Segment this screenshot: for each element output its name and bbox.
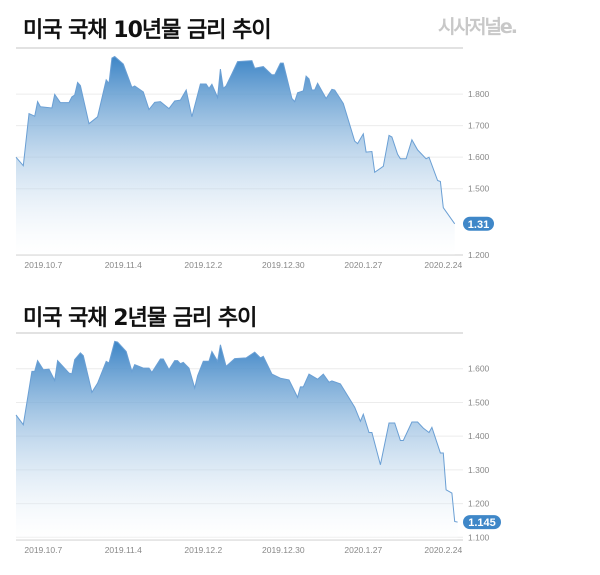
last-value-badge: [463, 216, 494, 231]
x-tick-label: 2019.10.7: [24, 545, 62, 555]
y-tick-label: 1.600: [468, 152, 490, 162]
x-tick-label: 2019.11.4: [105, 260, 142, 270]
publisher-logo: 시사저널e.: [438, 16, 518, 38]
y-tick-label: 1.500: [468, 397, 490, 407]
y-tick-label: 1.800: [468, 89, 490, 99]
series-line: [15, 340, 458, 523]
area-fill: [16, 341, 458, 540]
x-tick-label: 2019.11.4: [105, 545, 142, 555]
x-tick-label: 2019.12.30: [262, 545, 305, 555]
x-tick-label: 2019.12.30: [262, 260, 305, 270]
y-tick-label: 1.200: [468, 499, 490, 509]
x-tick-label: 2020.2.24: [424, 545, 462, 555]
series-line: [15, 55, 456, 225]
y-tick-label: 1.300: [468, 465, 490, 475]
last-value-label: 1.145: [468, 517, 496, 529]
x-tick-label: 2019.10.7: [24, 260, 62, 270]
y-tick-label: 1.700: [468, 121, 490, 131]
y-tick-label: 1.100: [468, 532, 490, 542]
last-value-badge: [463, 515, 501, 530]
chart-0: 1.800 1.700 1.600 1.500 1.200 2019.10.7 2019.1…: [15, 47, 494, 270]
y-tick-label: 1.600: [468, 364, 490, 374]
y-tick-label: 1.500: [468, 184, 490, 194]
y-tick-label: 1.200: [468, 250, 490, 260]
chart-title-10y: 미국 국채 10년물 금리 추이: [23, 18, 272, 43]
chart-title-2y: 미국 국채 2년물 금리 추이: [23, 306, 257, 331]
x-tick-label: 2020.1.27: [344, 545, 382, 555]
x-tick-label: 2020.2.24: [424, 260, 462, 270]
chart-1: 1.600 1.500 1.400 1.300 1.200 1.100 2019.10.7 2…: [15, 332, 501, 555]
last-value-label: 1.31: [468, 219, 489, 231]
x-tick-label: 2020.1.27: [344, 260, 382, 270]
x-tick-label: 2019.12.2: [184, 260, 222, 270]
area-fill: [16, 56, 455, 255]
y-tick-label: 1.400: [468, 431, 490, 441]
x-tick-label: 2019.12.2: [184, 545, 222, 555]
